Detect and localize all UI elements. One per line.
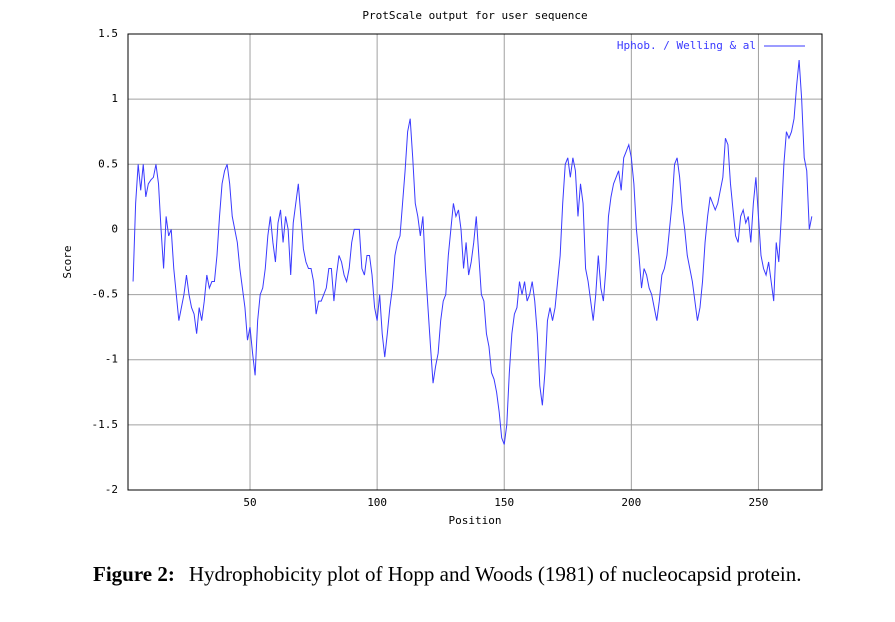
y-tick-label: 0.5 — [98, 157, 118, 170]
x-tick-label: 200 — [621, 496, 641, 509]
chart: ProtScale output for user sequence Posit… — [61, 9, 823, 527]
y-tick-label: 1 — [111, 92, 118, 105]
data-line — [132, 60, 813, 445]
y-tick-label: 0 — [111, 222, 118, 235]
x-tick-label: 150 — [494, 496, 514, 509]
y-tick-label: -1 — [105, 353, 118, 366]
caption: Figure 2: Hydrophobicity plot of Hopp and… — [93, 562, 802, 587]
y-tick-label: 1.5 — [98, 27, 118, 40]
plot-frame — [127, 33, 823, 491]
x-tick-label: 100 — [367, 496, 387, 509]
x-tick-label: 50 — [243, 496, 256, 509]
y-tick-label: -2 — [105, 483, 118, 496]
legend-label: Hphob. / Welling & al — [617, 39, 756, 52]
y-axis-label: Score — [61, 245, 74, 278]
x-axis-label: Position — [449, 514, 502, 527]
caption-label: Figure 2: — [93, 562, 175, 586]
x-tick-label: 250 — [749, 496, 769, 509]
y-tick-label: -0.5 — [92, 288, 119, 301]
y-tick-label: -1.5 — [92, 418, 119, 431]
chart-title: ProtScale output for user sequence — [362, 9, 587, 22]
caption-text: Hydrophobicity plot of Hopp and Woods (1… — [188, 562, 802, 586]
